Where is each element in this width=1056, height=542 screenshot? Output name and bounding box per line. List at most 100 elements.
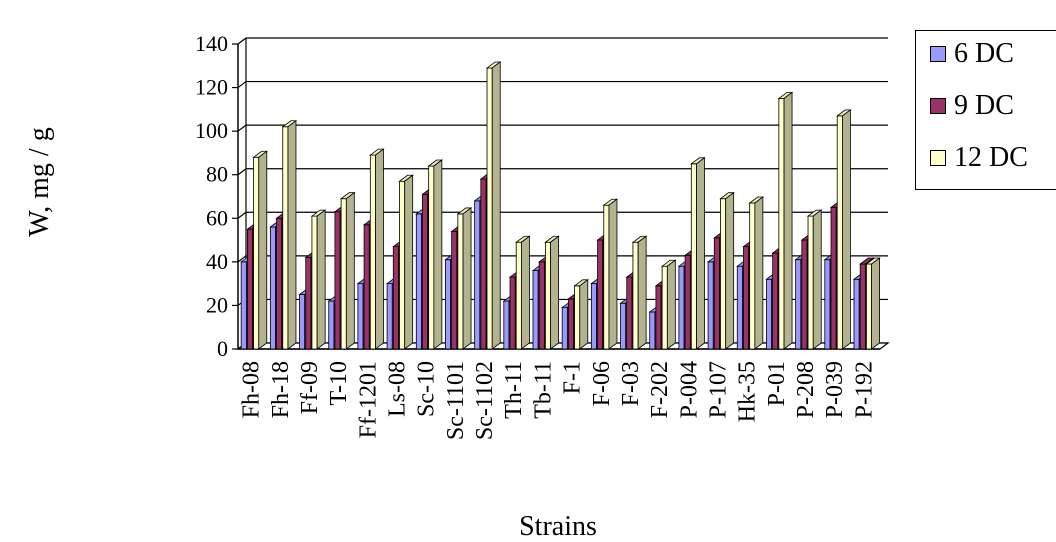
bar xyxy=(369,148,385,350)
bar-front xyxy=(649,311,656,350)
bar-front xyxy=(544,241,551,350)
bar-front xyxy=(515,241,522,350)
x-tick-label: P-192 xyxy=(851,361,877,418)
bar-front xyxy=(305,257,312,350)
bar-front xyxy=(824,259,831,350)
legend-swatch-6dc xyxy=(930,46,946,62)
bar-front xyxy=(597,239,604,350)
bar-front xyxy=(474,200,481,350)
bar-front xyxy=(690,163,697,350)
bar-front xyxy=(445,259,452,350)
bar xyxy=(690,157,706,350)
bar-side xyxy=(637,235,647,350)
bars xyxy=(239,61,881,350)
bar-front xyxy=(457,213,464,350)
bar-side xyxy=(287,119,297,350)
x-axis-title: Strains xyxy=(519,511,597,542)
bar-front xyxy=(626,276,633,350)
bar-front xyxy=(830,206,837,350)
bar xyxy=(631,235,648,350)
legend-label-12dc: 12 DC xyxy=(954,142,1028,173)
y-tick-label: 20 xyxy=(206,292,228,317)
bar-front xyxy=(574,285,581,350)
x-tick-label: Tb-11 xyxy=(530,361,556,419)
legend-swatch-9dc xyxy=(930,98,946,114)
bar-front xyxy=(299,294,306,350)
bar-side xyxy=(608,198,618,350)
bar-front xyxy=(269,226,276,350)
bar-front xyxy=(253,156,260,350)
bar xyxy=(748,196,765,350)
bar-front xyxy=(749,202,756,350)
bar-side xyxy=(725,191,735,350)
bar-front xyxy=(655,285,662,350)
bar xyxy=(456,207,473,350)
bar-front xyxy=(795,259,802,350)
x-tick-label: P-01 xyxy=(764,361,790,406)
bar-front xyxy=(772,252,779,350)
bar-side xyxy=(433,159,443,350)
x-tick-label: P-107 xyxy=(706,361,732,418)
legend-item-9dc: 9 DC xyxy=(930,90,1014,121)
bar-side xyxy=(462,207,472,350)
bar-front xyxy=(486,67,493,350)
bar xyxy=(485,61,502,350)
bar-side xyxy=(871,257,880,350)
bar-side xyxy=(375,148,384,350)
bar-side xyxy=(579,279,589,350)
bar xyxy=(660,259,677,350)
x-tick-label: Fh-08 xyxy=(239,361,265,418)
bar-front xyxy=(720,198,727,350)
bar xyxy=(865,257,881,350)
bar-front xyxy=(276,217,283,350)
x-tick-label: P-208 xyxy=(793,361,819,418)
bar-side xyxy=(812,209,822,350)
legend-label-6dc: 6 DC xyxy=(954,38,1014,69)
bar-front xyxy=(853,278,860,350)
x-tick-label: T-10 xyxy=(326,361,352,405)
x-tick-label: Fh-18 xyxy=(268,361,294,418)
bar xyxy=(515,235,531,350)
x-tick-label: Ls-08 xyxy=(385,361,411,417)
legend-label-9dc: 9 DC xyxy=(954,90,1014,121)
bar-front xyxy=(503,300,510,350)
bar-front xyxy=(532,270,539,350)
gridline-depth xyxy=(237,81,247,89)
bar-front xyxy=(538,261,545,350)
bar-front xyxy=(369,154,376,350)
bar-front xyxy=(509,276,516,350)
bar-side xyxy=(258,150,268,350)
bar-front xyxy=(422,193,429,350)
x-tick-label: Sc-10 xyxy=(414,361,440,417)
bar-front xyxy=(736,265,743,350)
y-tick-label: 60 xyxy=(206,205,228,230)
bar-front xyxy=(428,165,435,350)
bar-front xyxy=(836,115,843,350)
x-tick-label: F-03 xyxy=(618,361,644,406)
bar-side xyxy=(842,109,851,350)
x-tick-label: P-004 xyxy=(676,361,702,418)
bar-front xyxy=(334,211,341,350)
bar-front xyxy=(632,241,639,350)
bar xyxy=(544,235,560,350)
bar xyxy=(719,191,735,350)
y-tick-label: 80 xyxy=(206,162,228,187)
bar-front xyxy=(865,263,872,350)
bar xyxy=(310,209,327,350)
bar-front xyxy=(684,254,691,350)
bar xyxy=(339,191,356,350)
bar-side xyxy=(316,209,326,350)
x-tick-label: Ff-1201 xyxy=(355,361,381,438)
bar-front xyxy=(859,263,866,350)
y-tick-labels: 0 20 40 60 80 100 120 140 xyxy=(195,31,228,361)
y-tick-label: 100 xyxy=(195,118,228,143)
y-tick-label: 120 xyxy=(195,75,228,100)
bar xyxy=(427,159,444,350)
bar-front xyxy=(707,261,714,350)
bar-front xyxy=(766,278,773,350)
x-tick-label: P-039 xyxy=(822,361,848,418)
bar-front xyxy=(743,246,750,350)
x-tick-label: F-202 xyxy=(647,361,673,418)
bar xyxy=(252,150,268,350)
